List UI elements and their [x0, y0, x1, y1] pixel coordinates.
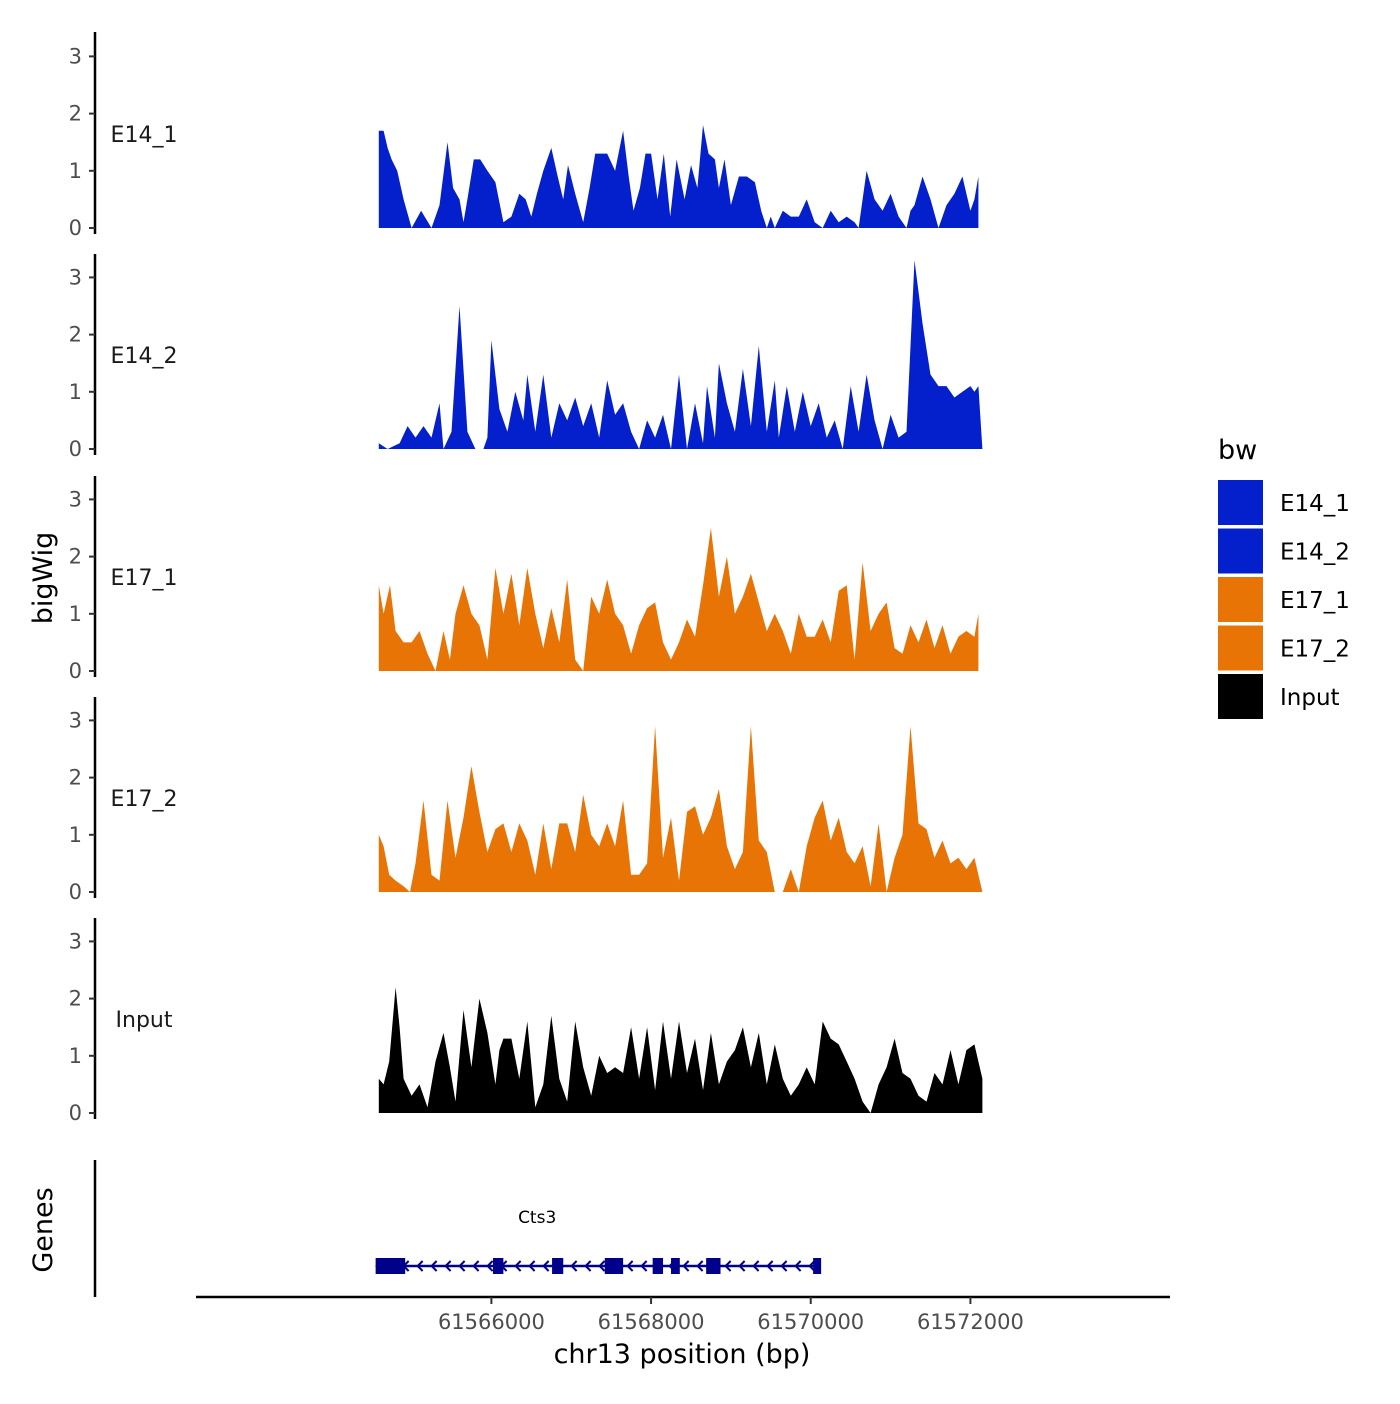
strand-arrow [542, 1260, 550, 1272]
strand-arrow [626, 1260, 634, 1272]
exon-block [652, 1258, 664, 1274]
strand-arrow [738, 1260, 746, 1272]
exon-block [706, 1258, 721, 1274]
strand-arrow [416, 1260, 424, 1272]
y-tick-label: 0 [69, 437, 82, 461]
legend-label-E17_1: E17_1 [1280, 588, 1350, 614]
track-label-E17_2: E17_2 [111, 787, 178, 812]
exon-block [492, 1258, 504, 1274]
strand-arrow [794, 1260, 802, 1272]
strand-arrow [458, 1260, 466, 1272]
legend-label-E14_1: E14_1 [1280, 491, 1350, 517]
y-tick-label: 2 [69, 545, 82, 569]
legend-label-E17_2: E17_2 [1280, 637, 1350, 663]
strand-arrow [766, 1260, 774, 1272]
y-tick-label: 1 [69, 380, 82, 404]
legend-key-E14_1 [1218, 480, 1263, 525]
strand-arrow [584, 1260, 592, 1272]
y-tick-label: 0 [69, 880, 82, 904]
y-tick-label: 1 [69, 602, 82, 626]
legend-key-E14_2 [1218, 528, 1263, 574]
coverage-area-E17_2 [378, 726, 983, 892]
y-tick-label: 3 [69, 487, 82, 511]
strand-arrow [598, 1260, 606, 1272]
coverage-area-Input [378, 987, 983, 1113]
legend-key-Input [1218, 674, 1263, 719]
track-label-Input: Input [116, 1008, 173, 1033]
coverage-area-E14_2 [378, 260, 983, 449]
legend-title: bw [1218, 435, 1257, 466]
track-label-E17_1: E17_1 [111, 566, 178, 591]
strand-arrow [640, 1260, 648, 1272]
legend: bw E14_1 E14_2 E17_1 E17_2 Input [1218, 435, 1350, 719]
legend-key-E17_1 [1218, 577, 1263, 622]
strand-arrow [780, 1260, 788, 1272]
y-tick-label: 1 [69, 159, 82, 183]
x-axis-title: chr13 position (bp) [554, 1339, 811, 1370]
strand-arrow [430, 1260, 438, 1272]
strand-arrow [528, 1260, 536, 1272]
exon-block [604, 1258, 624, 1274]
legend-label-E14_2: E14_2 [1280, 540, 1350, 566]
y-tick-label: 1 [69, 1044, 82, 1068]
y-tick-label: 3 [69, 708, 82, 732]
y-tick-label: 3 [69, 44, 82, 68]
y-tick-label: 2 [69, 102, 82, 126]
y-axis-title: bigWig [28, 532, 59, 625]
y-tick-label: 0 [69, 216, 82, 240]
y-tick-label: 2 [69, 323, 82, 347]
exon-block [552, 1258, 564, 1274]
strand-arrow [682, 1260, 690, 1272]
y-tick-label: 0 [69, 659, 82, 683]
strand-arrow [472, 1260, 480, 1272]
track-panels: 0 1 2 3 E14_1 0 1 2 3 E14_2 0 1 2 3 E17_1 0 1 2 3 E17_2 0 1 2 3… [69, 32, 983, 1125]
track-panel-E17_2: 0 1 2 3 E17_2 [69, 697, 983, 904]
gene-Cts3: Cts3 [375, 1208, 822, 1274]
strand-arrow [808, 1260, 816, 1272]
y-tick-label: 3 [69, 929, 82, 953]
track-panel-Input: 0 1 2 3 Input [69, 918, 983, 1125]
y-tick-label: 2 [69, 987, 82, 1011]
strand-arrow [724, 1260, 732, 1272]
y-tick-label: 3 [69, 265, 82, 289]
coverage-area-E14_1 [378, 125, 979, 228]
coverage-area-E17_1 [378, 528, 979, 671]
exon-block [671, 1258, 680, 1274]
track-label-E14_1: E14_1 [111, 123, 178, 148]
strand-arrow [444, 1260, 452, 1272]
strand-arrow [486, 1260, 494, 1272]
strand-arrow [514, 1260, 522, 1272]
track-panel-E17_1: 0 1 2 3 E17_1 [69, 476, 979, 683]
exon-block [813, 1258, 822, 1274]
strand-arrow [696, 1260, 704, 1272]
exon-block [375, 1258, 406, 1274]
x-tick-label: 61568000 [598, 1310, 705, 1334]
track-panel-E14_1: 0 1 2 3 E14_1 [69, 32, 979, 240]
y-tick-label: 2 [69, 766, 82, 790]
track-label-E14_2: E14_2 [111, 344, 178, 369]
legend-label-Input: Input [1280, 685, 1340, 711]
x-tick-label: 61570000 [757, 1310, 864, 1334]
strand-arrow [570, 1260, 578, 1272]
strand-arrow [752, 1260, 760, 1272]
x-axis: 61566000 61568000 61570000 61572000 [196, 1295, 1170, 1334]
legend-key-E17_2 [1218, 625, 1263, 671]
x-tick-label: 61572000 [917, 1310, 1024, 1334]
gene-panel: Cts3 [93, 1160, 822, 1297]
y-tick-label: 1 [69, 823, 82, 847]
track-panel-E14_2: 0 1 2 3 E14_2 [69, 254, 983, 461]
genes-axis-title: Genes [28, 1187, 59, 1272]
y-tick-label: 0 [69, 1101, 82, 1125]
x-tick-label: 61566000 [438, 1310, 545, 1334]
gene-label-Cts3: Cts3 [518, 1208, 556, 1228]
